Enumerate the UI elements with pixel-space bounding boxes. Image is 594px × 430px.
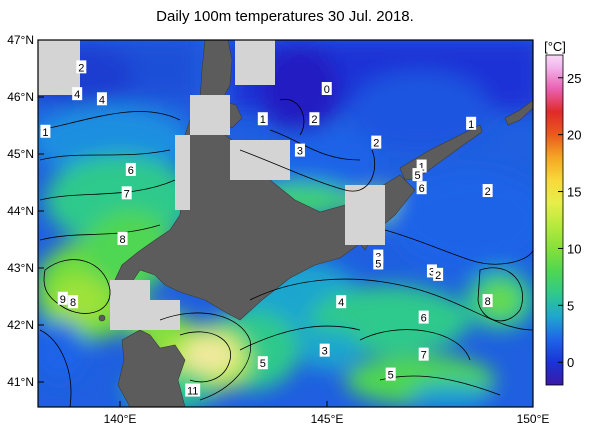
contour-label: 2 bbox=[485, 186, 491, 198]
contour-label: 5 bbox=[375, 258, 381, 270]
longitude-axis: 140°E 145°E 150°E bbox=[104, 401, 550, 426]
lat-label-45: 45°N bbox=[7, 147, 34, 161]
contour-label-box bbox=[117, 231, 128, 245]
contour-label-box bbox=[416, 181, 427, 195]
lon-label-150: 150°E bbox=[517, 412, 550, 426]
contour-label-box bbox=[412, 168, 423, 182]
contour-label: 5 bbox=[388, 370, 394, 382]
contour-label: 8 bbox=[485, 296, 491, 308]
contour-label: 2 bbox=[435, 270, 441, 282]
contour-label: 1 bbox=[42, 127, 48, 139]
contour-label: 6 bbox=[128, 165, 134, 177]
contour-label-box bbox=[466, 116, 477, 130]
contour-label-box bbox=[482, 184, 493, 198]
contour-label: 4 bbox=[74, 89, 80, 101]
contour-label-box bbox=[416, 159, 427, 173]
honshu-land bbox=[117, 329, 186, 407]
contour-label-box bbox=[385, 367, 396, 381]
colorbar-ticks: 25 20 15 10 5 0 bbox=[558, 71, 581, 370]
contour-label-box bbox=[309, 112, 320, 126]
contour-label: 8 bbox=[120, 234, 126, 246]
lat-label-42: 42°N bbox=[7, 318, 34, 332]
contour-label: 5 bbox=[260, 358, 266, 370]
colorbar-unit: [°C] bbox=[544, 39, 566, 54]
contour-label-box bbox=[40, 124, 51, 138]
lon-label-140: 140°E bbox=[104, 412, 137, 426]
lon-label-145: 145°E bbox=[311, 412, 344, 426]
contour-label: 7 bbox=[421, 350, 427, 362]
contour-label-box bbox=[321, 82, 332, 96]
contour-label: 2 bbox=[311, 114, 317, 126]
contour-label: 4 bbox=[338, 297, 344, 309]
contour-label-box bbox=[257, 356, 268, 370]
contour-label-box bbox=[96, 92, 107, 106]
contour-label: 3 bbox=[429, 266, 435, 278]
contour-label-box bbox=[373, 256, 384, 270]
contour-label-box bbox=[294, 143, 305, 157]
contour-label-box bbox=[72, 87, 83, 101]
contour-label-box bbox=[371, 135, 382, 149]
colorbar-tick-label: 10 bbox=[567, 241, 581, 256]
contour-label: 1 bbox=[260, 114, 266, 126]
contour-label: 2 bbox=[78, 62, 84, 74]
contour-label-box bbox=[418, 347, 429, 361]
contour-label-box bbox=[373, 249, 384, 263]
contour-label-box bbox=[185, 383, 201, 397]
lat-label-44: 44°N bbox=[7, 204, 34, 218]
colorbar-tick-label: 0 bbox=[567, 355, 574, 370]
contour-label-box bbox=[418, 310, 429, 324]
colorbar-tick-label: 15 bbox=[567, 185, 581, 200]
contour-label: 6 bbox=[419, 183, 425, 195]
lat-label-47: 47°N bbox=[7, 33, 34, 47]
contour-label: 1 bbox=[468, 119, 474, 131]
contour-label: 11 bbox=[187, 386, 198, 398]
contour-label: 6 bbox=[421, 313, 427, 325]
contour-label-box bbox=[125, 162, 136, 176]
lat-label-46: 46°N bbox=[7, 90, 34, 104]
contour-label: 9 bbox=[60, 294, 66, 306]
contour-label-box bbox=[426, 264, 437, 278]
missing-data-areas bbox=[38, 40, 385, 330]
colorbar-bar bbox=[545, 54, 564, 386]
urup-land bbox=[504, 99, 533, 126]
lat-label-41: 41°N bbox=[7, 375, 34, 389]
contour-label: 3 bbox=[297, 146, 303, 158]
contour-label: 7 bbox=[124, 188, 130, 200]
contour-label: 3 bbox=[322, 346, 328, 358]
contour-labels: 24416789801232156123532846357511 bbox=[40, 60, 493, 398]
contour-label-box bbox=[482, 294, 493, 308]
contour-label-box bbox=[121, 186, 132, 200]
latitude-axis: 47°N 46°N 45°N 44°N 43°N 42°N 41°N bbox=[7, 33, 44, 389]
contour-label: 2 bbox=[373, 138, 379, 150]
colorbar: [°C] 25 20 15 10 5 0 bbox=[544, 39, 581, 386]
lat-label-43: 43°N bbox=[7, 261, 34, 275]
contour-label: 0 bbox=[324, 84, 330, 96]
colorbar-tick-label: 20 bbox=[567, 128, 581, 143]
contour-label-box bbox=[433, 267, 444, 281]
isotherm-lines bbox=[39, 98, 533, 407]
contour-label: 1 bbox=[419, 162, 425, 174]
colorbar-tick-label: 5 bbox=[567, 298, 574, 313]
contour-label: 4 bbox=[99, 94, 105, 106]
contour-label: 5 bbox=[414, 170, 420, 182]
colorbar-tick-label: 25 bbox=[567, 71, 581, 86]
map-title: Daily 100m temperatures 30 Jul. 2018. bbox=[156, 8, 414, 25]
contour-label-box bbox=[336, 295, 347, 309]
contour-label-box bbox=[57, 291, 68, 305]
contour-label-box bbox=[68, 295, 79, 309]
contour-label-box bbox=[319, 343, 330, 357]
contour-label: 8 bbox=[70, 297, 76, 309]
plot-frame bbox=[37, 39, 534, 408]
contour-label-box bbox=[257, 112, 268, 126]
contour-label-box bbox=[76, 60, 87, 74]
